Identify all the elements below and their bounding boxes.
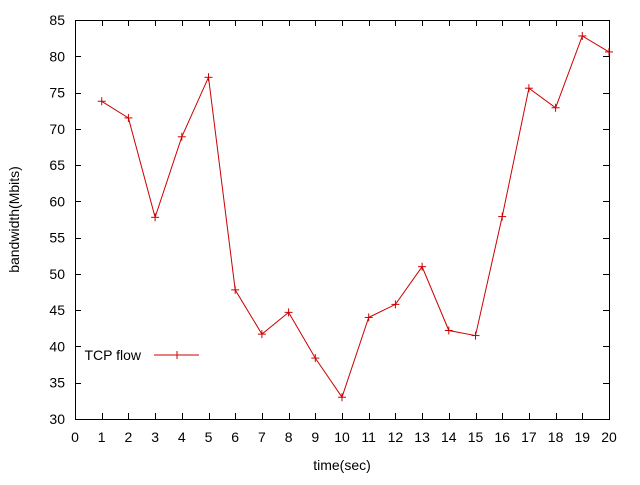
x-tick-label: 6 <box>231 429 239 445</box>
data-point <box>257 330 266 339</box>
x-tick-label: 8 <box>285 429 293 445</box>
data-point <box>204 73 213 82</box>
y-tick-label: 35 <box>49 375 65 391</box>
legend-label-tcp-flow: TCP flow <box>84 347 141 363</box>
x-tick-label: 19 <box>575 429 591 445</box>
data-point <box>551 103 560 112</box>
x-tick-label: 2 <box>125 429 133 445</box>
x-tick-label: 17 <box>521 429 537 445</box>
plot-frame <box>75 20 610 420</box>
data-point <box>605 47 613 56</box>
x-tick-label: 5 <box>205 429 213 445</box>
x-tick-label: 7 <box>258 429 266 445</box>
y-tick-label: 40 <box>49 338 65 354</box>
series-line-tcp-flow <box>101 35 610 399</box>
x-tick-label: 10 <box>334 429 350 445</box>
data-point <box>524 84 533 93</box>
data-point <box>284 308 293 317</box>
data-point <box>444 326 453 335</box>
data-point <box>418 262 427 271</box>
data-point <box>391 300 400 309</box>
y-tick-label: 50 <box>49 266 65 282</box>
data-point <box>338 393 346 402</box>
x-tick-label: 16 <box>494 429 510 445</box>
x-tick-label: 14 <box>441 429 457 445</box>
y-tick-label: 70 <box>49 121 65 137</box>
x-tick-label: 11 <box>361 429 376 445</box>
y-tick-label: 60 <box>49 193 65 209</box>
data-point <box>471 331 480 340</box>
y-tick-label: 55 <box>49 230 65 246</box>
data-point <box>364 313 373 322</box>
ticks-layer: 0 1 2 3 4 5 6 7 8 9 10 11 12 13 14 15 16 17 18 19 2030354045… <box>49 12 617 445</box>
y-tick-label: 80 <box>49 48 65 64</box>
x-tick-label: 3 <box>151 429 159 445</box>
y-tick-label: 65 <box>49 157 65 173</box>
x-tick-label: 0 <box>71 429 79 445</box>
y-axis-label: bandwidth(Mbits) <box>6 166 22 273</box>
data-point <box>151 213 160 222</box>
data-point <box>97 97 106 106</box>
data-point <box>124 113 133 122</box>
legend-marker-tcp-flow <box>173 351 181 359</box>
y-tick-label: 85 <box>49 12 65 28</box>
legend: TCP flow <box>84 347 199 363</box>
x-tick-label: 20 <box>601 429 617 445</box>
series-layer <box>97 31 613 402</box>
y-tick-label: 30 <box>49 411 65 427</box>
x-tick-label: 13 <box>414 429 430 445</box>
data-point <box>231 285 240 294</box>
x-tick-label: 9 <box>311 429 319 445</box>
data-point <box>311 354 320 363</box>
data-point <box>177 132 186 141</box>
x-tick-label: 12 <box>388 429 404 445</box>
data-point <box>498 212 507 221</box>
y-tick-label: 75 <box>49 85 65 101</box>
x-tick-label: 1 <box>98 429 106 445</box>
y-tick-label: 45 <box>49 302 65 318</box>
x-tick-label: 4 <box>178 429 186 445</box>
x-tick-label: 18 <box>548 429 564 445</box>
x-axis-label: time(sec) <box>313 457 371 473</box>
data-point <box>578 31 587 40</box>
x-tick-label: 15 <box>468 429 484 445</box>
